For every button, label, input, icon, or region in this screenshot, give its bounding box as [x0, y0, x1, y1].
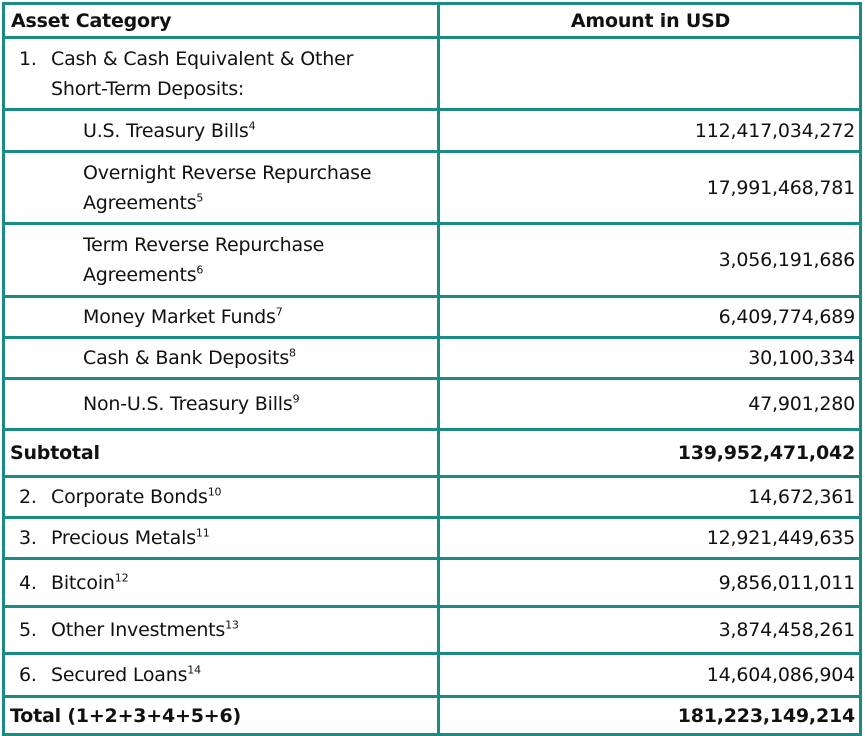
total-amount: 181,223,149,214 — [437, 695, 862, 736]
row-amount: 3,874,458,261 — [437, 605, 862, 655]
header-amount: Amount in USD — [437, 2, 862, 39]
subtotal-label: Subtotal — [2, 428, 440, 478]
row-amount: 14,604,086,904 — [437, 652, 862, 698]
subtotal-amount: 139,952,471,042 — [437, 428, 862, 478]
row-amount: 3,056,191,686 — [437, 222, 862, 298]
row-label: Non-U.S. Treasury Bills9 — [2, 377, 440, 431]
table-row: Non-U.S. Treasury Bills9 47,901,280 — [2, 377, 862, 431]
row-amount: 14,672,361 — [437, 475, 862, 519]
row-label: 6. Secured Loans14 — [2, 652, 440, 698]
header-row: Asset Category Amount in USD — [2, 2, 862, 39]
row-amount: 12,921,449,635 — [437, 516, 862, 560]
table-row: 2. Corporate Bonds10 14,672,361 — [2, 475, 862, 519]
subtotal-row: Subtotal 139,952,471,042 — [2, 428, 862, 478]
row-label: 3. Precious Metals11 — [2, 516, 440, 560]
section-text: Cash & Cash Equivalent & Other Short-Ter… — [51, 47, 354, 100]
table-row: 4. Bitcoin12 9,856,011,011 — [2, 557, 862, 608]
table-row: 5. Other Investments13 3,874,458,261 — [2, 605, 862, 655]
table-row: Term Reverse Repurchase Agreements6 3,05… — [2, 222, 862, 298]
table-row: 6. Secured Loans14 14,604,086,904 — [2, 652, 862, 698]
row-amount: 47,901,280 — [437, 377, 862, 431]
row-label: Term Reverse Repurchase Agreements6 — [2, 222, 440, 298]
row-label: U.S. Treasury Bills4 — [2, 108, 440, 153]
total-row: Total (1+2+3+4+5+6) 181,223,149,214 — [2, 695, 862, 736]
row-amount: 17,991,468,781 — [437, 150, 862, 225]
row-amount: 112,417,034,272 — [437, 108, 862, 153]
table-row: U.S. Treasury Bills4 112,417,034,272 — [2, 108, 862, 153]
section-amount-empty — [437, 36, 862, 111]
row-label: 4. Bitcoin12 — [2, 557, 440, 608]
row-label: Overnight Reverse Repurchase Agreements5 — [2, 150, 440, 225]
table-row: Overnight Reverse Repurchase Agreements5… — [2, 150, 862, 225]
table-row: Cash & Bank Deposits8 30,100,334 — [2, 336, 862, 380]
section-row: 1. Cash & Cash Equivalent & Other Short-T… — [2, 36, 862, 111]
row-label: 2. Corporate Bonds10 — [2, 475, 440, 519]
table-row: 3. Precious Metals11 12,921,449,635 — [2, 516, 862, 560]
total-label: Total (1+2+3+4+5+6) — [2, 695, 440, 736]
section-label: 1. Cash & Cash Equivalent & Other Short-T… — [2, 36, 440, 111]
row-label: Cash & Bank Deposits8 — [2, 336, 440, 380]
row-amount: 9,856,011,011 — [437, 557, 862, 608]
header-asset-category: Asset Category — [2, 2, 440, 39]
table-row: Money Market Funds7 6,409,774,689 — [2, 295, 862, 339]
row-amount: 30,100,334 — [437, 336, 862, 380]
row-amount: 6,409,774,689 — [437, 295, 862, 339]
row-label: Money Market Funds7 — [2, 295, 440, 339]
section-number: 1. — [19, 47, 37, 70]
row-label: 5. Other Investments13 — [2, 605, 440, 655]
